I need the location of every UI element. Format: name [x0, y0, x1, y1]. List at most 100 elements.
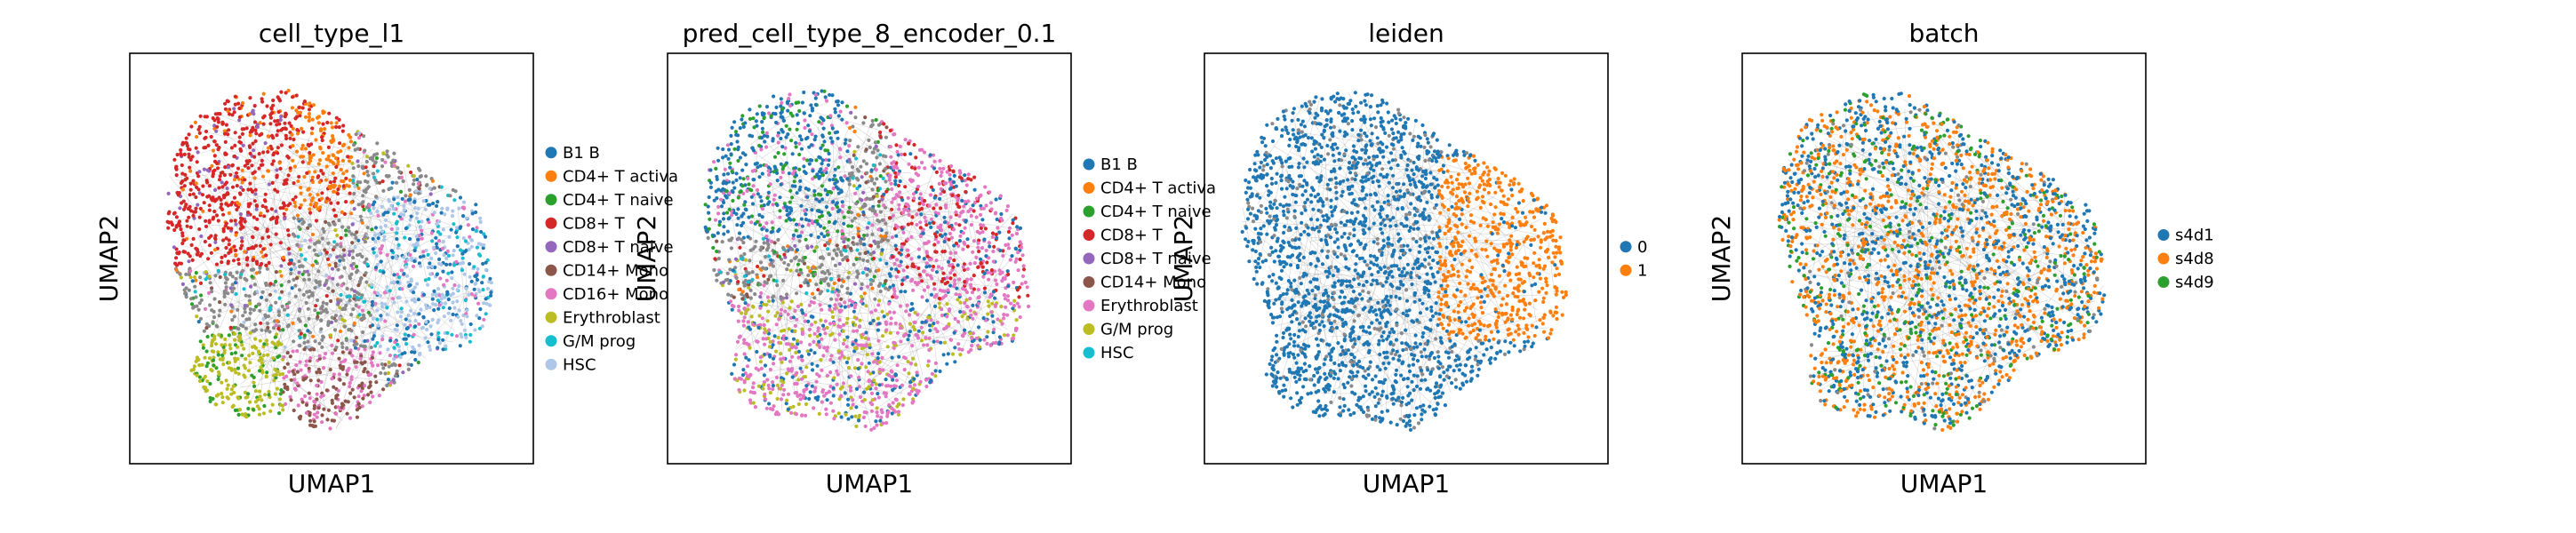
scatter-point — [342, 319, 347, 323]
scatter-point — [199, 298, 204, 302]
scatter-point — [971, 316, 975, 321]
graph-edge — [187, 187, 449, 285]
scatter-point — [457, 308, 461, 313]
scatter-point — [232, 390, 236, 395]
scatter-point — [259, 355, 263, 360]
scatter-point — [379, 247, 383, 251]
scatter-point — [916, 313, 920, 317]
scatter-point — [412, 285, 417, 290]
scatter-point — [267, 393, 271, 397]
scatter-point — [375, 169, 380, 173]
scatter-point — [237, 191, 243, 195]
scatter-point — [894, 378, 900, 383]
scatter-point — [992, 327, 996, 331]
scatter-point — [455, 235, 460, 240]
scatter-point — [236, 396, 241, 401]
scatter-point — [350, 241, 355, 245]
scatter-point — [266, 134, 270, 139]
scatter-point — [903, 138, 908, 142]
scatter-point — [1009, 301, 1013, 306]
scatter-point — [861, 210, 866, 215]
scatter-point — [197, 124, 202, 129]
scatter-point — [372, 251, 376, 255]
scatter-point — [885, 414, 890, 418]
scatter-point — [248, 130, 252, 134]
scatter-point — [233, 94, 237, 99]
scatter-point — [1005, 313, 1010, 317]
scatter-point — [786, 108, 790, 113]
scatter-point — [820, 121, 824, 126]
scatter-point — [255, 261, 260, 266]
scatter-point — [400, 196, 404, 201]
scatter-point — [299, 253, 304, 258]
scatter-point — [320, 191, 324, 195]
scatter-point — [925, 285, 930, 290]
scatter-point — [359, 361, 364, 365]
scatter-point — [740, 373, 746, 378]
graph-edge — [204, 174, 364, 311]
scatter-point — [200, 193, 205, 197]
scatter-point — [378, 344, 382, 348]
scatter-point — [747, 215, 751, 219]
scatter-point — [338, 378, 342, 382]
scatter-point — [356, 402, 361, 406]
scatter-point — [308, 238, 313, 243]
scatter-point — [836, 114, 841, 118]
scatter-point — [841, 329, 845, 333]
scatter-point — [836, 191, 842, 195]
scatter-point — [406, 163, 411, 168]
scatter-point — [251, 351, 255, 355]
scatter-point — [756, 192, 761, 196]
scatter-point — [742, 203, 747, 207]
scatter-point — [378, 351, 382, 355]
scatter-point — [782, 260, 787, 265]
scatter-point — [341, 171, 346, 176]
graph-edge — [783, 173, 964, 336]
scatter-point — [759, 199, 764, 203]
scatter-point — [446, 311, 451, 315]
scatter-point — [286, 233, 291, 237]
scatter-point — [276, 370, 280, 374]
scatter-point — [316, 115, 321, 119]
legend-label: CD8+ T naive — [563, 238, 674, 257]
scatter-point — [828, 131, 832, 135]
scatter-point — [959, 211, 964, 215]
scatter-point — [855, 242, 860, 246]
scatter-point — [308, 224, 313, 228]
scatter-point — [775, 383, 780, 387]
scatter-point — [392, 346, 396, 350]
legend-label: B1 B — [563, 144, 600, 163]
scatter-point — [307, 107, 312, 112]
scatter-point — [254, 243, 259, 248]
scatter-point — [949, 183, 954, 187]
scatter-point — [322, 229, 326, 234]
scatter-point — [303, 377, 308, 381]
scatter-point — [919, 196, 924, 201]
scatter-point — [891, 401, 895, 405]
graph-edge — [245, 224, 304, 283]
scatter-point — [417, 312, 421, 316]
scatter-point — [733, 357, 738, 362]
scatter-point — [229, 352, 234, 356]
scatter-point — [362, 384, 367, 388]
scatter-point — [261, 150, 266, 155]
scatter-point — [212, 139, 217, 144]
scatter-point — [366, 173, 371, 178]
scatter-point — [291, 95, 295, 99]
scatter-point — [194, 206, 198, 211]
scatter-point — [404, 337, 408, 341]
scatter-point — [308, 396, 312, 401]
scatter-point — [432, 289, 436, 293]
scatter-point — [740, 151, 746, 155]
scatter-point — [339, 292, 343, 298]
scatter-point — [784, 135, 788, 139]
scatter-point — [191, 179, 196, 183]
scatter-point — [766, 277, 771, 282]
legend-label: CD4+ T activa — [563, 167, 678, 186]
scatter-point — [300, 160, 305, 164]
scatter-point — [955, 286, 959, 290]
scatter-point — [185, 224, 189, 228]
scatter-point — [376, 323, 380, 328]
scatter-point — [898, 304, 903, 308]
scatter-point — [242, 346, 246, 351]
